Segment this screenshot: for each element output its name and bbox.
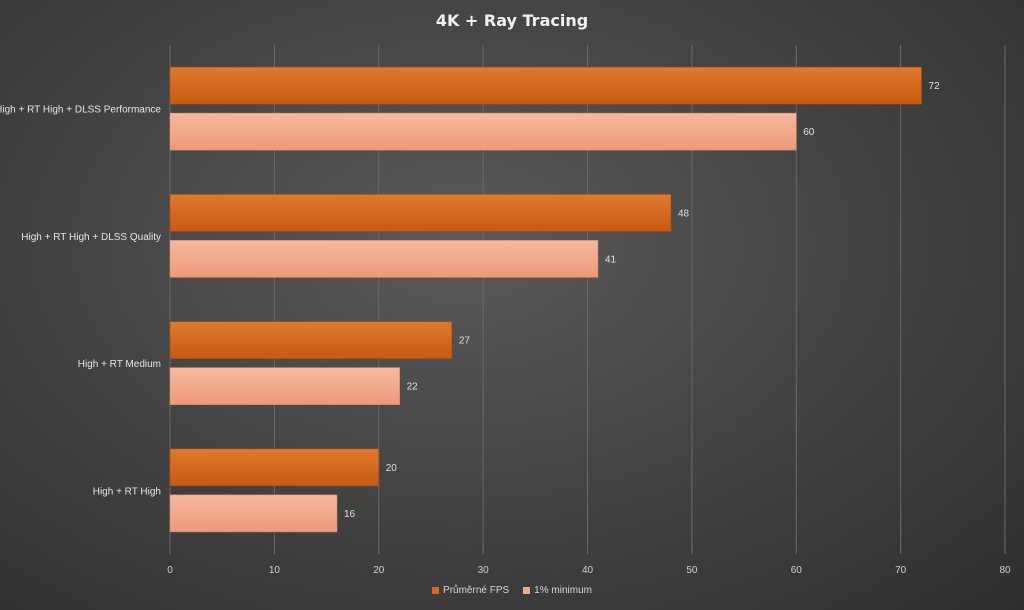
x-tick-label: 60 [791, 565, 803, 576]
bar-series-1 [169, 494, 338, 533]
bar-series-0 [169, 321, 453, 359]
x-tick-label: 30 [478, 565, 490, 576]
x-tick-label: 0 [167, 565, 173, 576]
legend-item-series-0: Průměrné FPS [432, 585, 509, 596]
category-label: High + RT High [93, 486, 161, 497]
bar-series-1 [169, 112, 797, 151]
data-label: 27 [459, 336, 471, 347]
x-tick-label: 10 [269, 565, 281, 576]
x-tick-label: 80 [999, 565, 1011, 576]
category-labels: High + RT High + DLSS Performance High + … [0, 105, 161, 498]
category-label: High + RT Medium [78, 359, 161, 370]
category-label: High + RT High + DLSS Performance [0, 105, 161, 116]
legend-swatch-series-0 [432, 587, 440, 594]
data-label: 22 [407, 382, 419, 393]
category-label: High + RT High + DLSS Quality [21, 232, 161, 243]
bar-series-1 [169, 240, 599, 278]
x-tick-label: 70 [895, 565, 907, 576]
legend-label-series-1: 1% minimum [534, 585, 592, 596]
bar-series-1 [169, 367, 400, 405]
data-label: 16 [344, 509, 356, 520]
legend-item-series-1: 1% minimum [523, 585, 592, 596]
bars [169, 66, 922, 533]
x-axis-ticks: 0 10 20 30 40 50 60 70 80 [167, 565, 1011, 576]
bar-series-0 [169, 66, 922, 105]
bar-series-0 [169, 448, 380, 487]
data-label: 72 [929, 81, 941, 92]
chart-title: 4K + Ray Tracing [436, 11, 588, 30]
data-label: 20 [386, 463, 398, 474]
data-label: 48 [678, 208, 690, 219]
x-tick-label: 40 [582, 565, 594, 576]
data-label: 41 [605, 254, 617, 265]
legend-label-series-0: Průměrné FPS [443, 585, 510, 596]
legend-swatch-series-1 [523, 587, 531, 594]
data-labels: 72 60 48 41 27 22 20 16 [344, 81, 940, 520]
legend: Průměrné FPS 1% minimum [0, 585, 1024, 596]
x-tick-label: 50 [686, 565, 698, 576]
data-label: 60 [803, 127, 815, 138]
x-tick-label: 20 [373, 565, 385, 576]
bar-series-0 [169, 194, 672, 232]
